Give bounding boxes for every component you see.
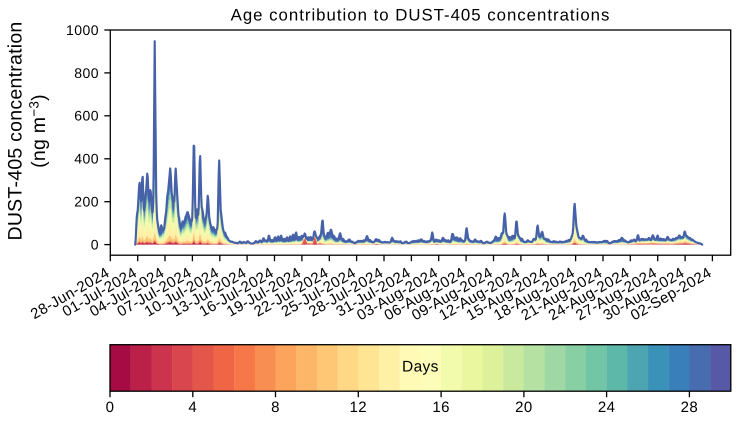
svg-text:16: 16 (432, 399, 450, 416)
svg-text:12: 12 (350, 399, 368, 416)
svg-text:400: 400 (74, 151, 99, 167)
svg-text:0: 0 (106, 399, 115, 416)
svg-text:DUST-405 concentration: DUST-405 concentration (5, 21, 27, 240)
svg-text:24: 24 (598, 399, 616, 416)
svg-text:4: 4 (188, 399, 197, 416)
svg-text:Age contribution to DUST-405 c: Age contribution to DUST-405 concentrati… (231, 6, 611, 25)
svg-text:1000: 1000 (66, 22, 99, 38)
svg-text:200: 200 (74, 194, 99, 210)
svg-text:8: 8 (271, 399, 280, 416)
svg-text:20: 20 (515, 399, 533, 416)
svg-text:600: 600 (74, 108, 99, 124)
svg-text:28: 28 (681, 399, 699, 416)
svg-text:Days: Days (402, 358, 439, 375)
svg-text:0: 0 (91, 237, 99, 253)
svg-text:800: 800 (74, 65, 99, 81)
